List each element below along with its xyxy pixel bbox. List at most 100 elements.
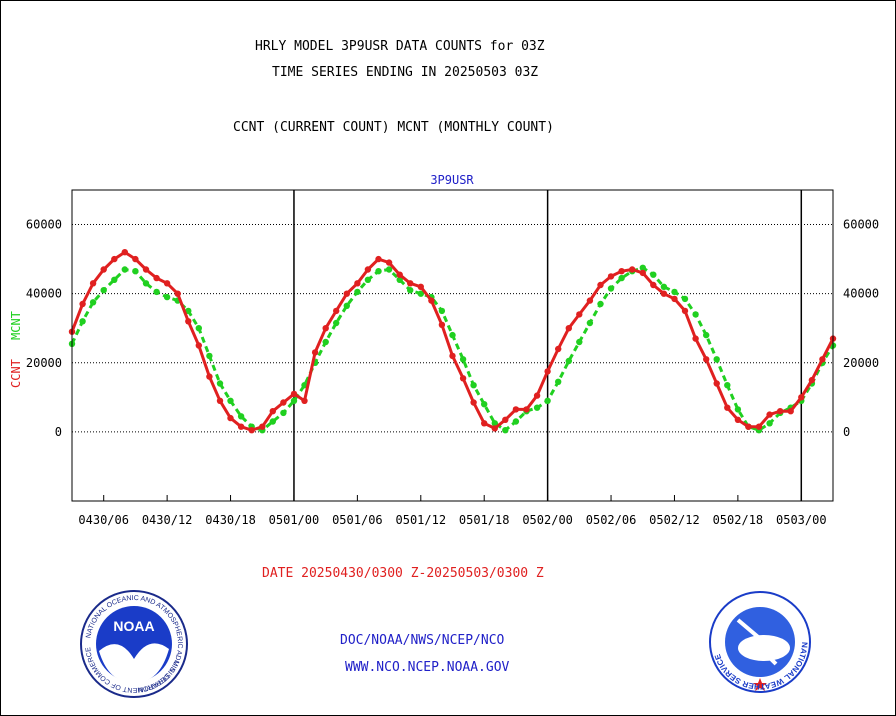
- series-layer: [68, 249, 837, 434]
- data-point-mcnt: [597, 300, 604, 308]
- data-point-ccnt: [396, 271, 403, 278]
- data-point-ccnt: [533, 392, 541, 399]
- data-point-mcnt: [216, 380, 224, 387]
- data-point-mcnt: [555, 378, 562, 385]
- data-point-ccnt: [100, 266, 107, 273]
- data-point-ccnt: [311, 349, 319, 356]
- noaa-logo: NOAA NATIONAL OCEANIC AND ATMOSPHERIC AD…: [80, 590, 188, 698]
- data-point-mcnt: [111, 276, 118, 283]
- data-point-ccnt: [79, 300, 86, 308]
- data-point-mcnt: [206, 352, 213, 360]
- data-point-mcnt: [163, 293, 171, 301]
- y-ticks-left: 0 20000 40000 60000: [26, 218, 62, 439]
- data-point-mcnt: [153, 288, 160, 296]
- data-point-mcnt: [565, 357, 572, 365]
- data-point-ccnt: [216, 397, 224, 404]
- data-point-ccnt: [639, 269, 646, 277]
- data-point-mcnt: [407, 287, 414, 294]
- data-point-mcnt: [237, 413, 245, 420]
- data-point-ccnt: [692, 335, 699, 342]
- data-point-ccnt: [248, 427, 255, 434]
- data-point-mcnt: [459, 356, 467, 363]
- data-point-ccnt: [650, 281, 657, 289]
- data-point-mcnt: [354, 288, 361, 296]
- data-point-mcnt: [385, 266, 393, 273]
- date-range-label: DATE 20250430/0300 Z-20250503/0300 Z: [262, 566, 544, 581]
- data-point-mcnt: [333, 319, 340, 327]
- data-point-ccnt: [375, 255, 382, 263]
- x-tick-label: 0430/12: [142, 513, 193, 527]
- data-point-ccnt: [407, 280, 414, 287]
- data-point-ccnt: [755, 423, 763, 430]
- data-point-ccnt: [724, 404, 731, 411]
- data-point-mcnt: [417, 290, 424, 297]
- y-axis-label: CCNT MCNT: [9, 311, 23, 388]
- data-point-ccnt: [618, 268, 625, 275]
- data-point-ccnt: [322, 325, 329, 332]
- data-point-ccnt: [745, 423, 752, 430]
- y-tick-label-left: 60000: [26, 218, 62, 232]
- x-tick-label: 0502/06: [586, 513, 637, 527]
- data-point-mcnt: [100, 287, 107, 294]
- data-point-ccnt: [481, 420, 488, 427]
- data-point-mcnt: [280, 409, 287, 417]
- data-point-ccnt: [681, 307, 689, 315]
- x-tick-label: 0430/06: [78, 513, 129, 527]
- data-point-ccnt: [280, 399, 287, 406]
- data-point-ccnt: [512, 406, 520, 413]
- data-point-ccnt: [449, 352, 456, 360]
- data-point-ccnt: [671, 295, 678, 303]
- data-point-ccnt: [502, 416, 509, 423]
- data-point-ccnt: [237, 423, 245, 430]
- data-point-ccnt: [787, 408, 794, 415]
- data-point-ccnt: [607, 273, 615, 280]
- y-tick-label-right: 20000: [843, 356, 879, 370]
- data-point-mcnt: [586, 319, 594, 327]
- data-point-ccnt: [132, 255, 139, 263]
- x-tick-label: 0502/12: [649, 513, 700, 527]
- x-tick-label: 0501/00: [269, 513, 320, 527]
- series-line-mcnt: [70, 266, 835, 432]
- data-point-ccnt: [163, 280, 171, 287]
- data-point-ccnt: [428, 297, 435, 304]
- data-point-mcnt: [470, 382, 477, 389]
- data-point-ccnt: [142, 266, 150, 273]
- data-point-ccnt: [195, 342, 202, 349]
- noaa-logo-text: NOAA: [113, 618, 154, 634]
- data-point-mcnt: [766, 420, 773, 427]
- data-point-ccnt: [385, 259, 393, 266]
- data-point-mcnt: [79, 318, 86, 325]
- data-point-mcnt: [121, 266, 128, 273]
- data-point-mcnt: [396, 276, 403, 283]
- data-point-ccnt: [523, 406, 530, 413]
- data-point-ccnt: [354, 280, 361, 287]
- data-point-mcnt: [692, 311, 699, 318]
- y-tick-label-left: 20000: [26, 356, 62, 370]
- data-point-mcnt: [195, 325, 202, 332]
- x-tick-label: 0502/18: [713, 513, 764, 527]
- data-point-mcnt: [132, 268, 139, 275]
- data-point-mcnt: [322, 338, 329, 346]
- data-point-mcnt: [438, 307, 446, 315]
- data-point-ccnt: [808, 376, 816, 384]
- x-tick-label: 0430/18: [205, 513, 256, 527]
- chart-title-line1: HRLY MODEL 3P9USR DATA COUNTS for 03Z: [255, 39, 545, 54]
- data-point-mcnt: [533, 404, 541, 411]
- x-tick-label: 0502/00: [522, 513, 573, 527]
- data-point-mcnt: [481, 401, 488, 408]
- plot-border: [71, 189, 834, 502]
- data-point-mcnt: [375, 268, 382, 275]
- data-point-mcnt: [89, 299, 97, 306]
- data-point-ccnt: [333, 307, 340, 315]
- website-link[interactable]: WWW.NCO.NCEP.NOAA.GOV: [345, 660, 510, 675]
- data-point-ccnt: [153, 274, 160, 282]
- data-point-mcnt: [343, 302, 350, 309]
- data-point-ccnt: [343, 290, 350, 297]
- data-point-mcnt: [681, 295, 689, 303]
- x-tick-label: 0501/18: [459, 513, 510, 527]
- data-point-mcnt: [449, 331, 456, 339]
- data-point-mcnt: [639, 264, 646, 271]
- data-point-mcnt: [671, 288, 678, 296]
- data-point-ccnt: [89, 280, 97, 287]
